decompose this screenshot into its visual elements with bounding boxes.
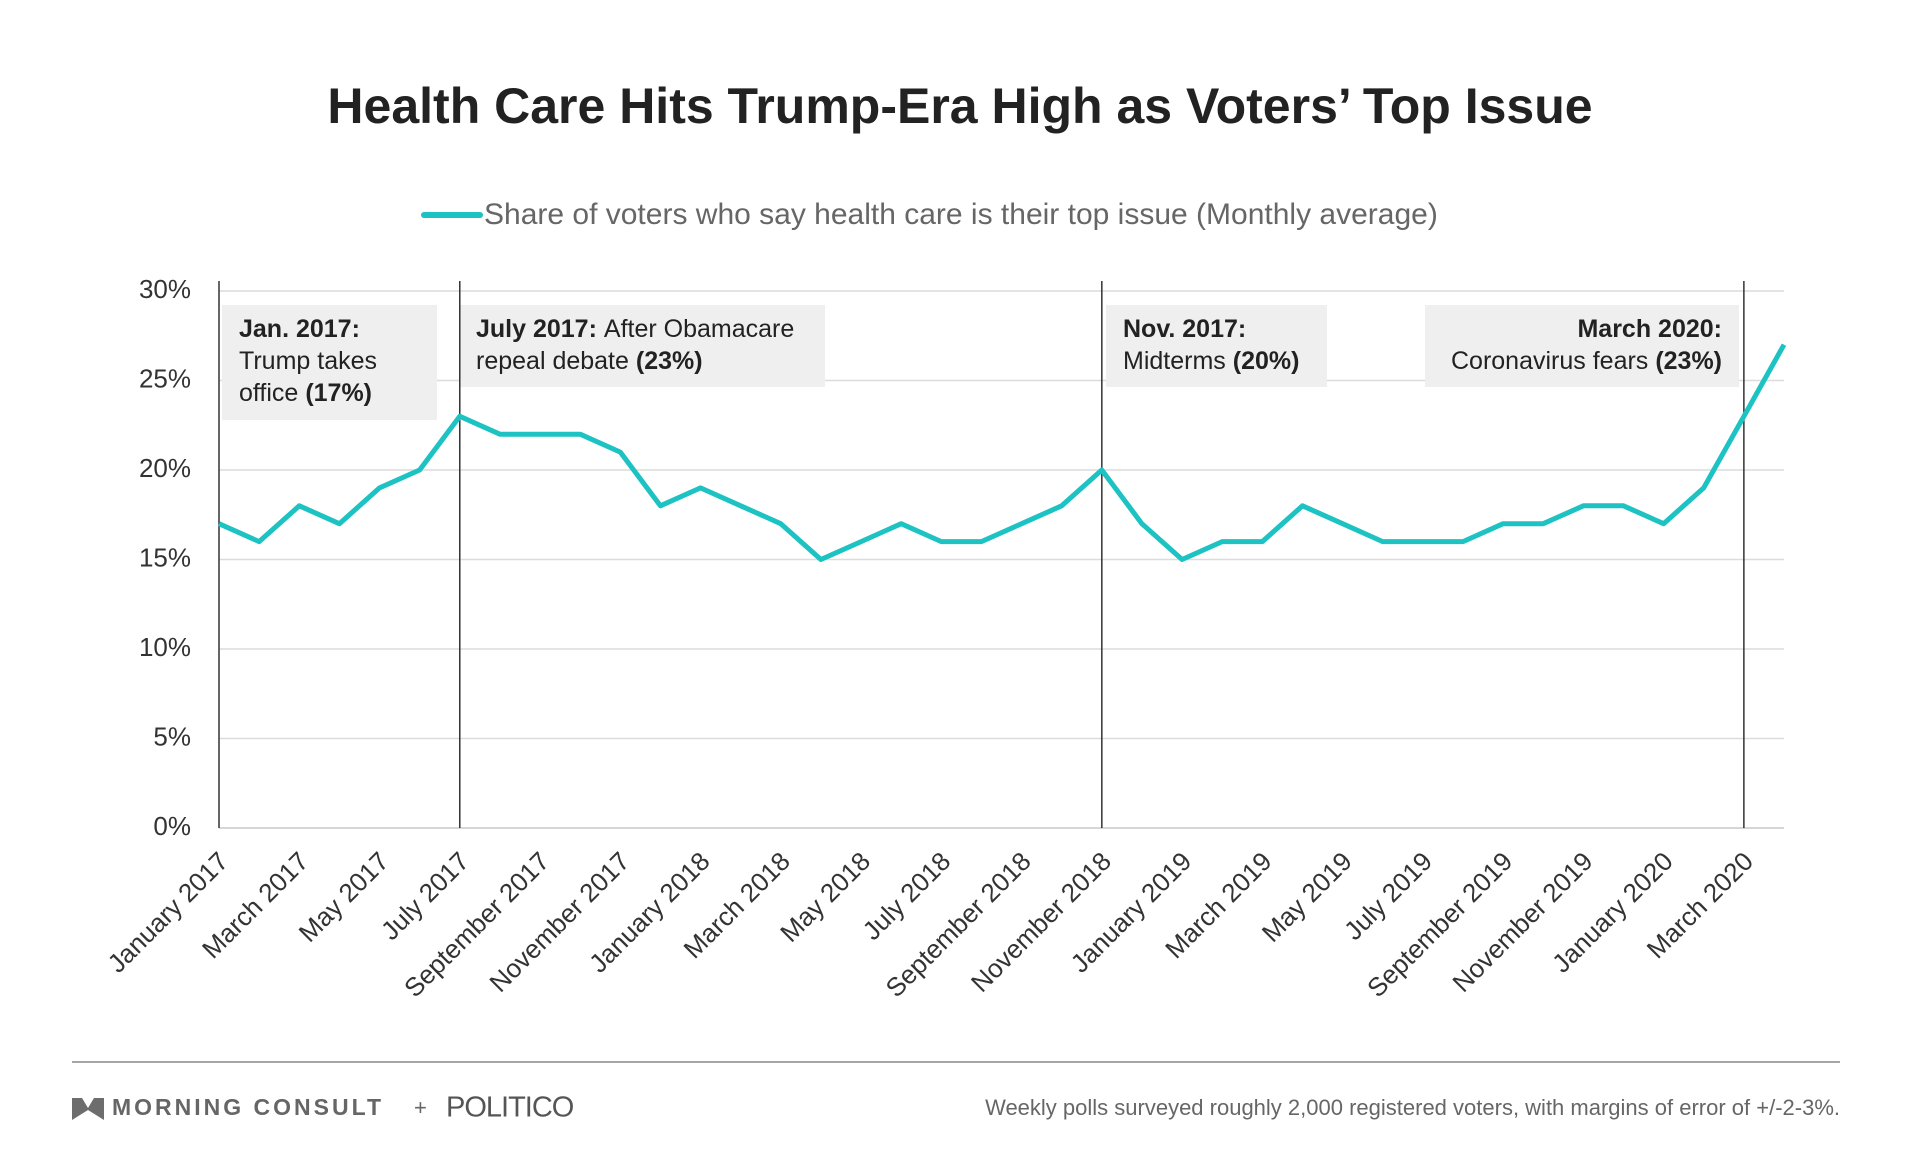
y-tick-label: 5% [153, 721, 191, 751]
annotation-text: Midterms (20%) [1123, 347, 1299, 375]
y-tick-label: 20% [139, 453, 191, 483]
annotation-run: March 2020: [1577, 315, 1722, 343]
annotation-run: Coronavirus fears [1451, 347, 1648, 375]
brand-icon [72, 1098, 104, 1120]
annotation-run: repeal debate [476, 347, 629, 375]
brand-right: POLITICO [446, 1092, 574, 1124]
annotation-text: Nov. 2017: [1123, 315, 1246, 343]
series-line [217, 343, 1787, 562]
y-tick-label: 0% [153, 811, 191, 841]
annotation-run: (17%) [305, 379, 372, 407]
legend-label: Share of voters who say health care is t… [484, 198, 1438, 231]
annotation-run: After Obamacare [604, 315, 794, 343]
annotation-text: Trump takes [239, 347, 377, 375]
y-tick-label: 25% [139, 363, 191, 393]
annotation-box [1106, 305, 1327, 387]
chart-title: Health Care Hits Trump-Era High as Voter… [327, 78, 1592, 134]
annotation-run: Nov. 2017: [1123, 315, 1246, 343]
annotation-box [459, 305, 825, 387]
annotation-box [222, 305, 437, 420]
annotation-run: July 2017: [476, 315, 597, 343]
annotation-run: office [239, 379, 298, 407]
y-tick-label: 10% [139, 632, 191, 662]
annotation-run: (23%) [1655, 347, 1722, 375]
brand-left: MORNING CONSULT [112, 1094, 384, 1120]
y-tick-label: 15% [139, 542, 191, 572]
annotation-box [1425, 305, 1739, 387]
footnote: Weekly polls surveyed roughly 2,000 regi… [985, 1095, 1840, 1120]
annotation-text: July 2017: After Obamacare [476, 315, 794, 343]
annotation-run: Jan. 2017: [239, 315, 360, 343]
annotation-text: repeal debate (23%) [476, 347, 703, 375]
annotation-text: March 2020: [1577, 315, 1722, 343]
y-tick-label: 30% [139, 274, 191, 304]
brand-plus: + [414, 1095, 427, 1120]
annotation-run: Trump takes [239, 347, 377, 375]
annotation-text: Jan. 2017: [239, 315, 360, 343]
annotation-run: Midterms [1123, 347, 1226, 375]
annotation-text: office (17%) [239, 379, 372, 407]
annotation-text: Coronavirus fears (23%) [1451, 347, 1722, 375]
annotation-run: (23%) [636, 347, 703, 375]
annotation-run: (20%) [1233, 347, 1300, 375]
